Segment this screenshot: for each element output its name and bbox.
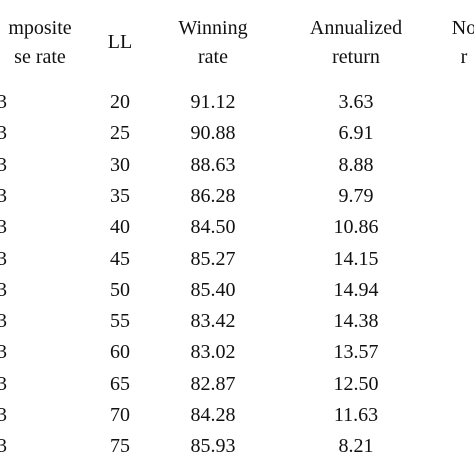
table-cell: 3 bbox=[0, 122, 7, 145]
header-cell: Winning bbox=[178, 17, 248, 39]
table-cell: 35 bbox=[110, 184, 130, 207]
table-cell: 8.88 bbox=[338, 153, 374, 176]
table-cell: 75 bbox=[110, 435, 130, 458]
table-cell: 14.38 bbox=[333, 310, 379, 333]
table-cell: 3 bbox=[0, 278, 7, 301]
table-cell: 13.57 bbox=[333, 341, 379, 364]
header-cell: Annualized bbox=[309, 17, 403, 39]
table-cell: 83.42 bbox=[190, 310, 236, 333]
table-cell: 70 bbox=[110, 404, 130, 426]
table-cell: 84.50 bbox=[190, 216, 236, 239]
table-cell: 86.28 bbox=[190, 184, 236, 207]
table-cell: 14.15 bbox=[333, 247, 379, 270]
table-cell: 60 bbox=[110, 341, 130, 364]
header-cell: rate bbox=[198, 46, 228, 68]
table-cell: 85.27 bbox=[190, 247, 236, 270]
table-cell: 90.88 bbox=[190, 122, 236, 145]
table-cell: 25 bbox=[110, 122, 130, 145]
table-cell: 55 bbox=[110, 310, 130, 333]
table-cell: 14.94 bbox=[333, 278, 379, 301]
table-cell: 3 bbox=[0, 247, 7, 270]
table-cell: 91.12 bbox=[190, 91, 236, 113]
table-cell: 82.87 bbox=[190, 372, 236, 395]
table-cell: 40 bbox=[110, 216, 130, 239]
header-cell: se rate bbox=[14, 46, 66, 68]
table-cell: 3 bbox=[0, 404, 7, 426]
table-cell: 6.91 bbox=[338, 122, 374, 145]
table-cell: 3 bbox=[0, 91, 7, 113]
header-cell: return bbox=[332, 46, 380, 68]
table-cell: 20 bbox=[110, 91, 130, 113]
table-cell: 85.40 bbox=[190, 278, 236, 301]
table-cell: 12.50 bbox=[333, 372, 379, 395]
table-cell: 84.28 bbox=[190, 404, 236, 426]
table-cell: 3 bbox=[0, 341, 7, 364]
header-cell: LL bbox=[107, 31, 133, 53]
table-cell: 3 bbox=[0, 184, 7, 207]
table-cell: 83.02 bbox=[190, 341, 236, 364]
header-cell: No bbox=[451, 17, 474, 39]
table-cell: 85.93 bbox=[190, 435, 236, 458]
header-cell: r bbox=[460, 46, 468, 68]
table-cell: 3 bbox=[0, 153, 7, 176]
table-cell: 45 bbox=[110, 247, 130, 270]
table-cell: 9.79 bbox=[338, 184, 374, 207]
table-cell: 3 bbox=[0, 310, 7, 333]
table-cell: 3 bbox=[0, 435, 7, 458]
table-cell: 11.63 bbox=[333, 404, 379, 426]
header-cell: mposite bbox=[8, 17, 72, 39]
table-cell: 30 bbox=[110, 153, 130, 176]
table-cell: 10.86 bbox=[333, 216, 379, 239]
table-cell: 3 bbox=[0, 372, 7, 395]
table-cell: 3 bbox=[0, 216, 7, 239]
table-cell: 3.63 bbox=[338, 91, 374, 113]
table-cell: 88.63 bbox=[190, 153, 236, 176]
table-cell: 8.21 bbox=[338, 435, 374, 458]
table-cell: 65 bbox=[110, 372, 130, 395]
table-cell: 50 bbox=[110, 278, 130, 301]
